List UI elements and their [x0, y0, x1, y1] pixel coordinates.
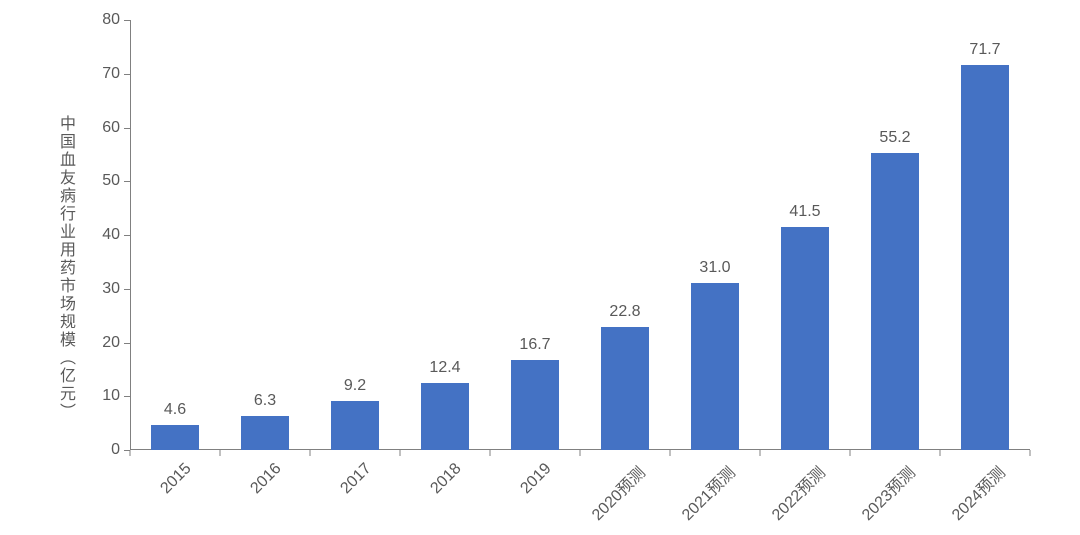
bar: 9.2: [331, 401, 380, 450]
y-tick-mark: [124, 235, 130, 236]
bar: 4.6: [151, 425, 200, 450]
x-tick-mark: [310, 450, 311, 456]
plot-area: 010203040506070804.66.39.212.416.722.831…: [130, 20, 1030, 450]
y-tick-mark: [124, 74, 130, 75]
x-tick-mark: [1030, 450, 1031, 456]
bar: 41.5: [781, 227, 830, 450]
x-axis-label: 2015: [158, 460, 196, 498]
bar: 71.7: [961, 65, 1010, 450]
x-tick-mark: [130, 450, 131, 456]
y-tick-mark: [124, 128, 130, 129]
y-axis-line: [130, 20, 131, 450]
data-label: 41.5: [789, 203, 820, 221]
data-label: 22.8: [609, 303, 640, 321]
x-tick-mark: [400, 450, 401, 456]
bar: 31.0: [691, 283, 740, 450]
y-tick-label: 60: [102, 119, 120, 137]
x-tick-mark: [490, 450, 491, 456]
y-tick-mark: [124, 396, 130, 397]
y-axis-title: 中国血友病行业用药市场规模（亿元）: [53, 115, 77, 421]
y-tick-label: 80: [102, 11, 120, 29]
x-tick-mark: [850, 450, 851, 456]
y-tick-label: 50: [102, 172, 120, 190]
y-tick-mark: [124, 20, 130, 21]
x-axis-label: 2019: [518, 460, 556, 498]
y-tick-label: 10: [102, 387, 120, 405]
y-tick-label: 0: [111, 441, 120, 459]
x-tick-mark: [760, 450, 761, 456]
chart-container: 中国血友病行业用药市场规模（亿元） 0 10 20 30 40 50 60 70 80 4.6 6.…: [0, 0, 1080, 535]
data-label: 31.0: [699, 259, 730, 277]
y-tick-mark: [124, 181, 130, 182]
x-axis-label: 2016: [248, 460, 286, 498]
y-tick-label: 30: [102, 280, 120, 298]
x-tick-mark: [670, 450, 671, 456]
data-label: 16.7: [519, 336, 550, 354]
bar: 55.2: [871, 153, 920, 450]
x-axis-label: 2020预测: [585, 460, 650, 525]
x-axis-label: 2018: [428, 460, 466, 498]
data-label: 71.7: [969, 41, 1000, 59]
y-tick-mark: [124, 289, 130, 290]
y-tick-mark: [124, 343, 130, 344]
x-tick-mark: [940, 450, 941, 456]
bar: 22.8: [601, 327, 650, 450]
data-label: 12.4: [429, 359, 460, 377]
y-tick-label: 40: [102, 226, 120, 244]
bar: 12.4: [421, 383, 470, 450]
x-axis-label: 2024预测: [945, 460, 1010, 525]
x-tick-mark: [220, 450, 221, 456]
data-label: 55.2: [879, 129, 910, 147]
y-tick-label: 20: [102, 334, 120, 352]
data-label: 4.6: [164, 401, 186, 419]
x-tick-mark: [580, 450, 581, 456]
x-axis-label: 2023预测: [855, 460, 920, 525]
data-label: 6.3: [254, 392, 276, 410]
bar: 16.7: [511, 360, 560, 450]
x-axis-label: 2021预测: [675, 460, 740, 525]
bar: 6.3: [241, 416, 290, 450]
x-axis-label: 2022预测: [765, 460, 830, 525]
x-axis-label: 2017: [338, 460, 376, 498]
data-label: 9.2: [344, 377, 366, 395]
y-tick-label: 70: [102, 65, 120, 83]
